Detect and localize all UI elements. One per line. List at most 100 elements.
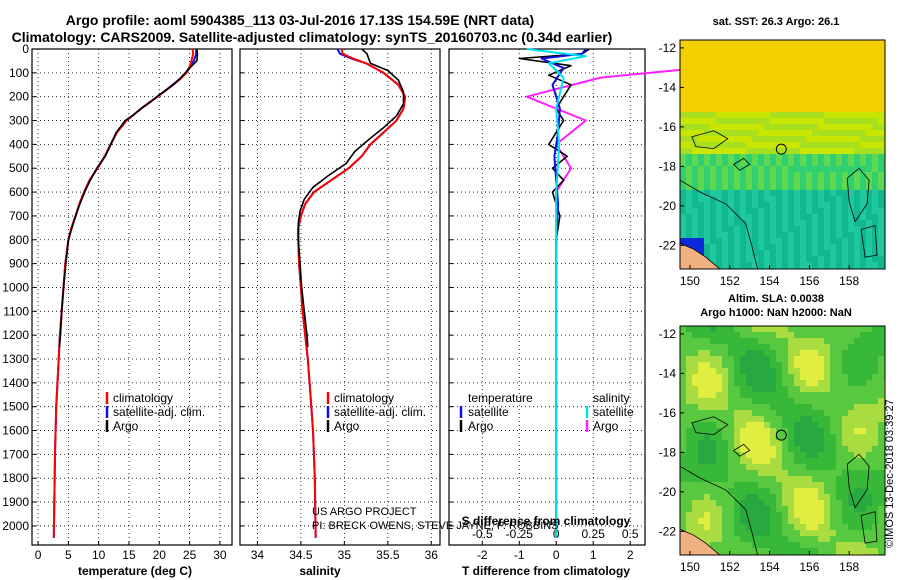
map-cell [842,256,848,262]
map-cell [794,208,800,214]
map-cell [758,82,764,88]
map-cell [854,250,860,256]
map-cell [764,530,770,536]
map-cell [770,94,776,100]
map-cell [692,440,698,446]
temperature-tick-label: 0 [35,548,42,562]
map-cell [788,422,794,428]
map-cell [848,386,854,392]
map-cell [812,482,818,488]
map-cell [698,434,704,440]
map-cell [680,70,686,76]
map-cell [710,428,716,434]
map-cell [710,344,716,350]
map-cell [716,58,722,64]
map-cell [848,220,854,226]
map-cell [872,178,878,184]
map-cell [812,82,818,88]
map-cell [854,154,860,160]
map-cell [680,160,686,166]
map-cell [830,232,836,238]
map-cell [764,124,770,130]
map-cell [758,368,764,374]
map-y-tick-label: -14 [659,80,677,94]
map-cell [854,362,860,368]
map-cell [758,458,764,464]
map-cell [764,494,770,500]
map-cell [698,338,704,344]
map-cell [854,518,860,524]
map-cell [818,100,824,106]
map-cell [728,506,734,512]
map-cell [860,40,866,46]
map-cell [722,130,728,136]
map-cell [866,226,872,232]
map-cell [830,398,836,404]
map-cell [752,476,758,482]
map-cell [878,190,884,196]
map-cell [782,94,788,100]
map-cell [794,518,800,524]
map-cell [794,130,800,136]
map-cell [746,214,752,220]
map-cell [776,238,782,244]
map-cell [800,476,806,482]
map-y-tick-label: -22 [659,238,677,252]
map-cell [818,262,824,268]
map-cell [716,338,722,344]
map-cell [698,100,704,106]
map-cell [776,350,782,356]
map-cell [830,482,836,488]
map-cell [704,250,710,256]
map-cell [812,500,818,506]
map-cell [836,422,842,428]
map-cell [830,362,836,368]
map-cell [794,64,800,70]
map-cell [812,344,818,350]
map-cell [860,244,866,250]
map-cell [746,148,752,154]
map-cell [830,250,836,256]
map-cell [776,70,782,76]
map-cell [776,202,782,208]
map-cell [764,368,770,374]
map-cell [710,416,716,422]
map-cell [800,160,806,166]
map-cell [734,380,740,386]
map-cell [794,500,800,506]
map-cell [788,40,794,46]
map-cell [758,416,764,422]
map-y-tick-label: -18 [659,159,677,173]
map-cell [752,226,758,232]
map-cell [794,470,800,476]
map-cell [686,356,692,362]
map-cell [836,458,842,464]
map-cell [830,542,836,548]
map-cell [734,398,740,404]
map-cell [692,112,698,118]
map-cell [776,208,782,214]
map-cell [830,70,836,76]
t-difference-tick-label: -1 [514,548,525,562]
temperature-tick-label: 20 [153,548,167,562]
map-cell [716,362,722,368]
map-cell [782,154,788,160]
map-cell [848,64,854,70]
map-cell [704,356,710,362]
map-cell [764,482,770,488]
map-cell [752,518,758,524]
map-cell [878,112,884,118]
map-cell [782,548,788,554]
map-cell [704,464,710,470]
map-cell [716,136,722,142]
map-cell [788,238,794,244]
map-cell [776,374,782,380]
map-cell [752,220,758,226]
map-cell [812,76,818,82]
map-cell [830,202,836,208]
map-cell [710,494,716,500]
map-cell [770,356,776,362]
map-cell [782,178,788,184]
map-cell [818,506,824,512]
map-cell [866,118,872,124]
